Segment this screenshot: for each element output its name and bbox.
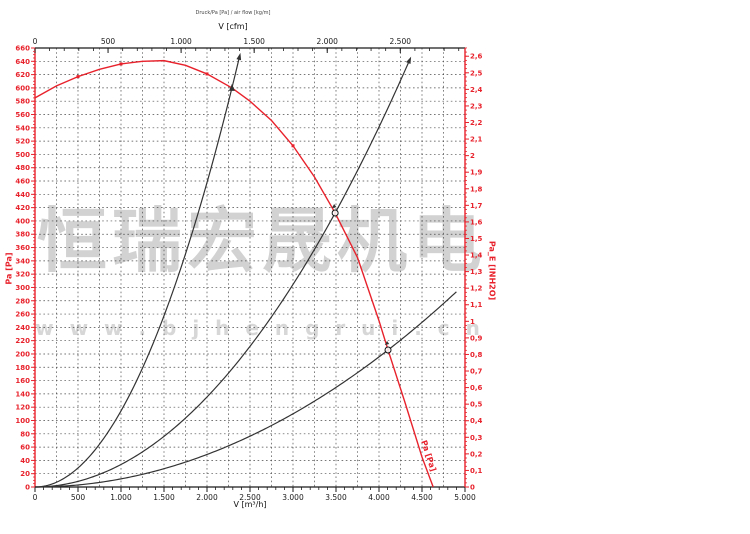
svg-text:360: 360 <box>15 244 30 252</box>
svg-text:540: 540 <box>15 124 30 132</box>
svg-text:2,2: 2,2 <box>470 119 483 127</box>
svg-text:2.500: 2.500 <box>239 493 261 502</box>
svg-text:5.000: 5.000 <box>454 493 476 502</box>
svg-text:0,2: 0,2 <box>470 450 483 458</box>
svg-text:2.000: 2.000 <box>316 37 338 46</box>
svg-text:0: 0 <box>33 37 38 46</box>
svg-text:1,4: 1,4 <box>470 252 483 260</box>
svg-text:420: 420 <box>15 204 30 212</box>
svg-text:1,9: 1,9 <box>470 169 483 177</box>
top-axis-label: V [cfm] <box>218 22 248 31</box>
svg-text:340: 340 <box>15 257 30 265</box>
svg-text:0: 0 <box>33 493 38 502</box>
svg-text:580: 580 <box>15 98 30 106</box>
svg-text:440: 440 <box>15 191 30 199</box>
left-axis-ticks: 0 20 40 60 80 100 120 140 160 180 200 220 240 260 280 3… <box>15 45 35 492</box>
svg-text:20: 20 <box>20 470 30 478</box>
svg-text:1.500: 1.500 <box>243 37 265 46</box>
svg-text:460: 460 <box>15 178 30 186</box>
svg-text:0,9: 0,9 <box>470 334 483 342</box>
svg-text:220: 220 <box>15 337 30 345</box>
svg-text:0,5: 0,5 <box>470 401 483 409</box>
top-axis-ticks: 0 500 1.000 1.500 2.000 2.500 <box>33 37 460 53</box>
svg-text:0,6: 0,6 <box>470 384 483 392</box>
svg-text:280: 280 <box>15 297 30 305</box>
svg-text:0: 0 <box>25 484 30 492</box>
svg-text:0,4: 0,4 <box>470 417 483 425</box>
svg-text:660: 660 <box>15 45 30 53</box>
svg-text:1,5: 1,5 <box>470 235 483 243</box>
svg-text:200: 200 <box>15 350 30 358</box>
watermark-chinese: 恒瑞宏晟机电 <box>37 200 487 282</box>
svg-text:240: 240 <box>15 324 30 332</box>
svg-text:1.500: 1.500 <box>153 493 175 502</box>
svg-text:500: 500 <box>15 151 30 159</box>
svg-text:480: 480 <box>15 164 30 172</box>
svg-text:4.000: 4.000 <box>368 493 390 502</box>
svg-text:620: 620 <box>15 71 30 79</box>
svg-text:120: 120 <box>15 404 30 412</box>
svg-text:60: 60 <box>20 444 30 452</box>
svg-text:1,7: 1,7 <box>470 202 483 210</box>
svg-text:0,1: 0,1 <box>470 467 483 475</box>
grid <box>35 48 465 487</box>
svg-text:500: 500 <box>71 493 86 502</box>
svg-text:260: 260 <box>15 311 30 319</box>
svg-text:2,3: 2,3 <box>470 102 483 110</box>
operating-points <box>228 83 392 354</box>
svg-text:2.500: 2.500 <box>390 37 412 46</box>
svg-text:560: 560 <box>15 111 30 119</box>
svg-text:1,1: 1,1 <box>470 301 483 309</box>
svg-text:1: 1 <box>470 318 475 326</box>
svg-text:2,4: 2,4 <box>470 86 483 94</box>
svg-text:2,5: 2,5 <box>470 69 483 77</box>
svg-text:2,1: 2,1 <box>470 136 483 144</box>
svg-text:380: 380 <box>15 231 30 239</box>
svg-text:0,8: 0,8 <box>470 351 483 359</box>
svg-text:320: 320 <box>15 271 30 279</box>
svg-text:0,3: 0,3 <box>470 434 483 442</box>
svg-text:0,7: 0,7 <box>470 368 483 376</box>
svg-text:140: 140 <box>15 390 30 398</box>
svg-text:100: 100 <box>15 417 30 425</box>
svg-text:1,2: 1,2 <box>470 285 483 293</box>
bottom-axis-ticks: 0 500 1.000 1.500 2.000 2.500 3.000 3.500 4.000 4… <box>33 487 476 502</box>
system-curves <box>34 52 457 488</box>
svg-text:1,6: 1,6 <box>470 218 483 226</box>
svg-text:3.500: 3.500 <box>325 493 347 502</box>
left-axis-label: Pa [Pa] <box>4 252 14 285</box>
svg-text:520: 520 <box>15 138 30 146</box>
chart-title: Druck/Pa [Pa] / air flow [kg/m] <box>195 10 271 16</box>
svg-text:3.000: 3.000 <box>282 493 304 502</box>
svg-text:80: 80 <box>20 430 30 438</box>
fan-curve <box>34 59 434 488</box>
svg-text:1,8: 1,8 <box>470 185 483 193</box>
svg-text:2,6: 2,6 <box>470 53 483 61</box>
svg-text:600: 600 <box>15 84 30 92</box>
svg-text:640: 640 <box>15 58 30 66</box>
svg-text:2.000: 2.000 <box>196 493 218 502</box>
svg-text:1.000: 1.000 <box>170 37 192 46</box>
svg-text:4.500: 4.500 <box>411 493 433 502</box>
svg-text:180: 180 <box>15 364 30 372</box>
svg-text:1,3: 1,3 <box>470 268 483 276</box>
svg-text:2: 2 <box>470 152 475 160</box>
svg-text:160: 160 <box>15 377 30 385</box>
svg-text:500: 500 <box>101 37 116 46</box>
svg-text:300: 300 <box>15 284 30 292</box>
bottom-axis-label: V [m³/h] <box>233 500 267 509</box>
svg-text:40: 40 <box>20 457 30 465</box>
right-axis-label: Pa_E [INH2O] <box>487 240 497 301</box>
svg-text:0: 0 <box>470 484 475 492</box>
right-axis-ticks: 0 0,1 0,2 0,3 0,4 0,5 0,6 0,7 0,8 0,9 1 1,1 1,2 1,3 1,… <box>465 47 483 492</box>
svg-text:400: 400 <box>15 217 30 225</box>
svg-text:1.000: 1.000 <box>110 493 132 502</box>
